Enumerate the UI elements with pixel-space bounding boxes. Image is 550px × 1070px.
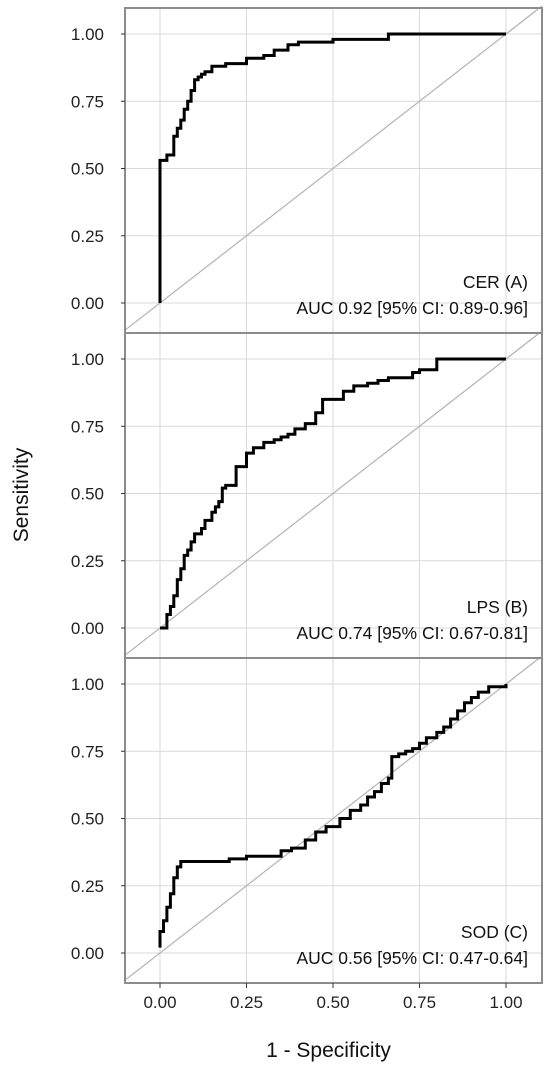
y-tick-label: 0.00 — [71, 619, 104, 638]
x-axis-title: 1 - Specificity — [266, 1039, 391, 1062]
y-tick-label: 0.75 — [71, 92, 104, 111]
reference-diagonal-line — [124, 5, 543, 331]
y-tick-label: 0.75 — [71, 417, 104, 436]
roc-panel: 0.00 0.25 0.50 0.75 1.00 CER (A) AUC 0.92 [95%… — [71, 5, 543, 334]
y-tick-label: 0.00 — [71, 294, 104, 313]
roc-panels: 0.00 0.25 0.50 0.75 1.00 CER (A) AUC 0.92 [95%… — [71, 5, 543, 984]
roc-panel: 0.00 0.25 0.50 0.75 1.00 SOD (C) AUC 0.56 [95%… — [71, 655, 543, 984]
panel-label: SOD (C) — [461, 922, 528, 942]
x-tick-label: 0.50 — [316, 993, 349, 1012]
x-tick-label: 0.00 — [143, 993, 176, 1012]
y-tick-label: 0.75 — [71, 742, 104, 761]
y-tick-label: 0.50 — [71, 160, 104, 179]
x-tick-label: 0.25 — [230, 993, 263, 1012]
auc-annotation: AUC 0.74 [95% CI: 0.67-0.81] — [296, 623, 528, 643]
roc-curve — [160, 357, 506, 630]
auc-annotation: AUC 0.92 [95% CI: 0.89-0.96] — [296, 298, 528, 318]
y-tick-label: 0.25 — [71, 552, 104, 571]
panel-label: CER (A) — [463, 272, 528, 292]
reference-diagonal-line — [124, 655, 543, 981]
y-tick-label: 1.00 — [71, 675, 104, 694]
y-tick-label: 0.50 — [71, 485, 104, 504]
x-axis: 0.00 0.25 0.50 0.75 1.00 — [143, 983, 523, 1012]
x-tick-label: 1.00 — [489, 993, 522, 1012]
roc-curve — [158, 684, 508, 948]
y-tick-label: 0.50 — [71, 810, 104, 829]
y-tick-label: 0.25 — [71, 227, 104, 246]
y-tick-label: 1.00 — [71, 25, 104, 44]
auc-annotation: AUC 0.56 [95% CI: 0.47-0.64] — [296, 948, 528, 968]
reference-diagonal-line — [124, 330, 543, 656]
panel-label: LPS (B) — [467, 597, 528, 617]
y-tick-label: 1.00 — [71, 350, 104, 369]
x-tick-label: 0.75 — [403, 993, 436, 1012]
roc-panel: 0.00 0.25 0.50 0.75 1.00 LPS (B) AUC 0.74 [95%… — [71, 330, 543, 659]
y-tick-label: 0.25 — [71, 877, 104, 896]
y-tick-label: 0.00 — [71, 944, 104, 963]
roc-curve — [158, 32, 506, 303]
y-axis-title: Sensitivity — [10, 447, 33, 542]
